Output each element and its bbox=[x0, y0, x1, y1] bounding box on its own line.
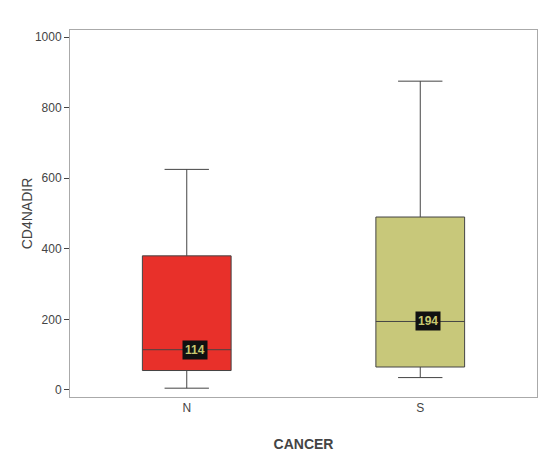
svg-text:194: 194 bbox=[418, 314, 438, 328]
svg-text:200: 200 bbox=[42, 313, 62, 327]
svg-text:1000: 1000 bbox=[35, 30, 62, 44]
svg-text:0: 0 bbox=[55, 383, 62, 397]
svg-text:400: 400 bbox=[42, 242, 62, 256]
svg-text:CANCER: CANCER bbox=[274, 436, 334, 452]
svg-text:114: 114 bbox=[185, 343, 205, 357]
svg-text:S: S bbox=[416, 401, 424, 415]
svg-text:800: 800 bbox=[42, 101, 62, 115]
svg-text:600: 600 bbox=[42, 171, 62, 185]
svg-text:N: N bbox=[182, 401, 191, 415]
svg-text:CD4NADIR: CD4NADIR bbox=[19, 178, 35, 250]
